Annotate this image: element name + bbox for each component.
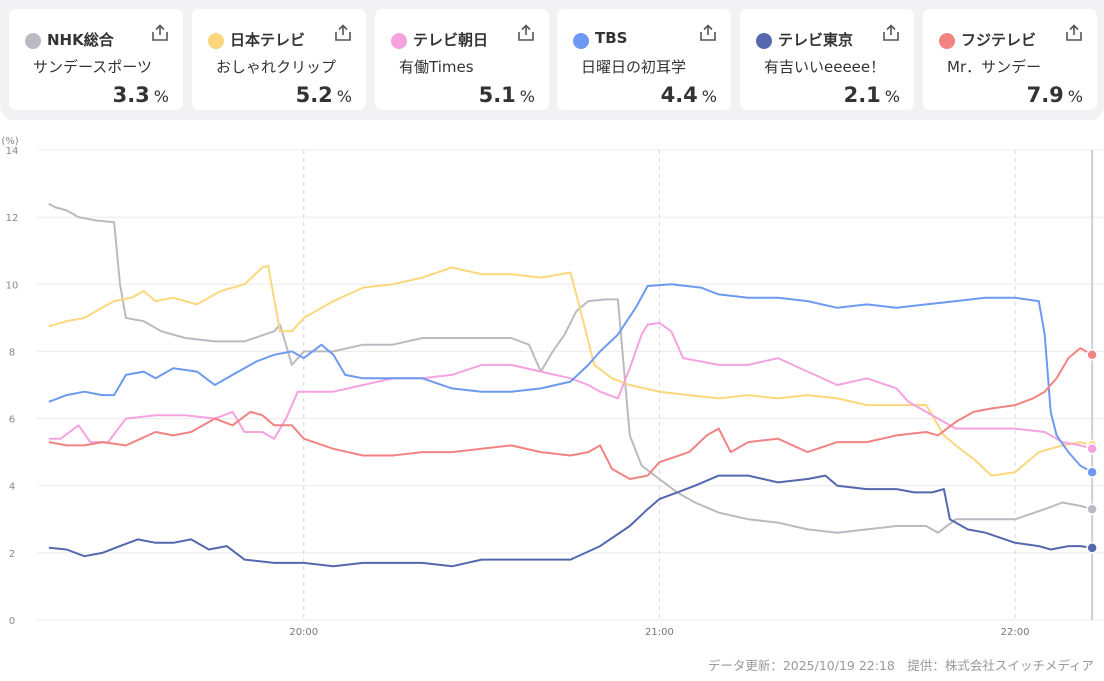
- program-title: 有吉いいeeeee！: [764, 58, 886, 76]
- channel-color-dot: [573, 33, 589, 49]
- rating-value: 2.1%: [843, 83, 900, 107]
- rating-value: 5.1%: [478, 83, 535, 107]
- channel-card-ntv[interactable]: 日本テレビ おしゃれクリップ 5.2%: [192, 9, 366, 110]
- program-title: サンデースポーツ: [33, 58, 152, 76]
- rating-value: 5.2%: [295, 83, 352, 107]
- ratings-line-chart[interactable]: 0 2 4 6 8 10 12 14(%) 20:00 21:00 22:00: [0, 130, 1104, 650]
- y-tick-label: 8: [9, 347, 15, 358]
- series-end-point: [1086, 542, 1098, 554]
- share-icon[interactable]: [1064, 23, 1084, 43]
- channel-name: 日本テレビ: [230, 31, 306, 49]
- channel-card-fuji[interactable]: フジテレビ Mr．サンデー 7.9%: [923, 9, 1097, 110]
- y-tick-label: 14: [6, 146, 19, 157]
- x-tick-label: 21:00: [645, 627, 674, 638]
- share-icon[interactable]: [333, 23, 353, 43]
- series-line: [48, 264, 1093, 477]
- channel-summary-bar: [0, 0, 1104, 120]
- x-tick-label: 22:00: [1001, 627, 1030, 638]
- channel-name: テレビ東京: [778, 31, 854, 49]
- series-end-point: [1086, 349, 1098, 361]
- footer-credit: データ更新：2025/10/19 22:18 提供：株式会社スイッチメディア: [707, 658, 1094, 673]
- y-axis-unit-label: (%): [1, 136, 18, 147]
- channel-card-nhk[interactable]: NHK総合 サンデースポーツ 3.3%: [9, 9, 183, 110]
- share-icon[interactable]: [698, 23, 718, 43]
- program-title: 有働Times: [399, 58, 474, 76]
- series-line: [48, 474, 1093, 568]
- channel-card-tvtokyo[interactable]: テレビ東京 有吉いいeeeee！ 2.1%: [740, 9, 914, 110]
- series-end-point: [1086, 503, 1098, 515]
- channel-name: フジテレビ: [961, 31, 1037, 49]
- y-tick-label: 4: [9, 482, 15, 493]
- y-tick-label: 2: [9, 549, 15, 560]
- share-icon[interactable]: [150, 23, 170, 43]
- series-line: [48, 347, 1093, 480]
- series-line: [48, 321, 1093, 450]
- share-icon[interactable]: [881, 23, 901, 43]
- series-line: [48, 283, 1093, 474]
- channel-name: TBS: [595, 29, 628, 47]
- channel-color-dot: [939, 33, 955, 49]
- channel-name: NHK総合: [47, 31, 114, 49]
- rating-value: 7.9%: [1026, 83, 1083, 107]
- share-icon[interactable]: [516, 23, 536, 43]
- rating-value: 3.3%: [112, 83, 169, 107]
- channel-name: テレビ朝日: [413, 31, 489, 49]
- channel-color-dot: [208, 33, 224, 49]
- y-tick-label: 6: [9, 415, 15, 426]
- y-tick-label: 0: [9, 616, 15, 627]
- x-tick-label: 20:00: [289, 627, 318, 638]
- series-end-point: [1086, 443, 1098, 455]
- y-tick-label: 10: [6, 280, 19, 291]
- series-line: [48, 202, 1093, 534]
- series-end-point: [1086, 466, 1098, 479]
- channel-color-dot: [391, 33, 407, 49]
- program-title: Mr．サンデー: [947, 58, 1042, 76]
- program-title: おしゃれクリップ: [216, 58, 337, 76]
- y-tick-label: 12: [6, 213, 19, 224]
- rating-value: 4.4%: [660, 83, 717, 107]
- channel-color-dot: [756, 33, 772, 49]
- channel-card-tvasahi[interactable]: テレビ朝日 有働Times 5.1%: [375, 9, 549, 110]
- channel-color-dot: [25, 33, 41, 49]
- channel-card-tbs[interactable]: TBS 日曜日の初耳学 4.4%: [557, 9, 731, 110]
- program-title: 日曜日の初耳学: [581, 58, 687, 76]
